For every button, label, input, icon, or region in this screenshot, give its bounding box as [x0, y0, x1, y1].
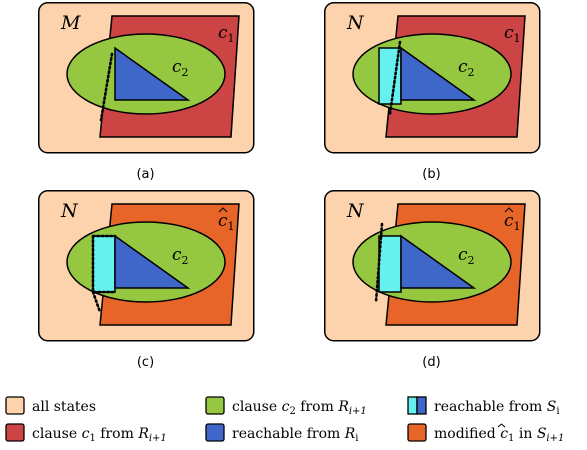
legend-label: clause c1 from Ri+1 [32, 426, 167, 444]
legend-swatch [205, 396, 225, 415]
dotted-clause-edge [91, 234, 117, 314]
inner-clause-label: c2 [458, 245, 475, 267]
clause-label: c1 [218, 23, 235, 45]
set-label: N [346, 12, 365, 34]
set-label: M [60, 12, 81, 34]
dotted-clause-edge [99, 52, 114, 122]
legend-swatch-s [407, 396, 418, 415]
reachable-r-triangle [114, 234, 191, 289]
clause-label: c1 [218, 211, 235, 233]
reachable-r-triangle [114, 46, 191, 101]
legend-item-reachable-S: reachable from Si [407, 396, 560, 417]
legend-label: reachable from Si [434, 399, 560, 417]
dotted-clause-edge [374, 222, 384, 304]
legend-label: clause c2 from Ri+1 [232, 399, 367, 417]
legend-item-modified-c1: modified c1 in Si+1 [407, 423, 564, 444]
set-label: N [346, 200, 365, 222]
legend-item-reachable-R: reachable from Ri [205, 423, 358, 444]
dotted-clause-edge [388, 40, 402, 116]
reachable-r-triangle [400, 46, 477, 101]
legend-item-all-states: all states [5, 396, 96, 415]
legend-swatch-r [416, 396, 427, 415]
set-label: N [60, 200, 79, 222]
legend-swatch [5, 423, 25, 442]
inner-clause-label: c2 [458, 57, 475, 79]
legend-swatch [205, 423, 225, 442]
inner-clause-label: c2 [172, 57, 189, 79]
legend-item-clause-c2: clause c2 from Ri+1 [205, 396, 367, 417]
panel-caption: (c) [137, 355, 154, 370]
legend-label: modified c1 in Si+1 [434, 426, 564, 444]
hat-icon [497, 423, 506, 428]
hat-icon [218, 207, 228, 213]
hat-icon [504, 207, 514, 213]
legend-item-clause-c1: clause c1 from Ri+1 [5, 423, 167, 444]
clause-label: c1 [504, 211, 521, 233]
reachable-s-rect [92, 235, 116, 293]
inner-clause-label: c2 [172, 245, 189, 267]
legend-label: reachable from Ri [232, 426, 358, 444]
panel-caption: (b) [422, 167, 440, 182]
panel-caption: (a) [136, 167, 154, 182]
legend-swatch [5, 396, 25, 415]
legend-swatch [407, 423, 427, 442]
panel-caption: (d) [422, 355, 440, 370]
legend-label: all states [32, 399, 96, 415]
reachable-r-triangle [400, 234, 477, 289]
reachable-s-rect [378, 235, 402, 293]
clause-label: c1 [504, 23, 521, 45]
